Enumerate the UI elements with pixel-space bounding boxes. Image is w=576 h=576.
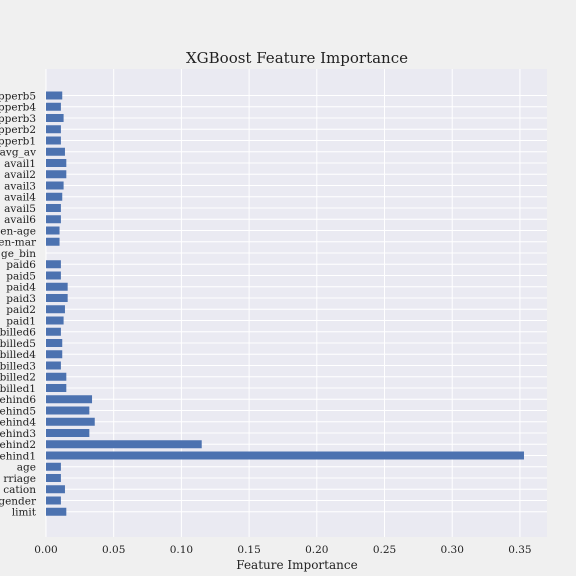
y-tick-label: rriage <box>3 473 36 485</box>
y-tick-label: ehind2 <box>0 439 36 451</box>
y-tick-labels: opperb5opperb4opperb3opperb2opperb1avg_a… <box>0 90 37 518</box>
y-tick-label: avail3 <box>4 180 36 192</box>
y-tick-label: avail1 <box>4 158 36 170</box>
bar-ehind4 <box>46 417 95 426</box>
y-tick-label: opperb2 <box>0 124 36 136</box>
chart-title: XGBoost Feature Importance <box>186 49 408 67</box>
bar-rriage <box>46 474 61 482</box>
y-tick-label: billed2 <box>0 372 36 384</box>
x-tick-label: 0.35 <box>508 544 531 556</box>
bar-paid6 <box>46 260 61 269</box>
bar-avail1 <box>46 159 67 167</box>
x-tick-label: 0.15 <box>237 544 260 556</box>
bar-avg_av <box>46 147 65 156</box>
bar-paid3 <box>46 294 68 302</box>
bar-opperb4 <box>46 102 61 111</box>
bar-ehind2 <box>46 440 202 449</box>
y-tick-label: paid1 <box>6 315 36 327</box>
y-tick-label: paid6 <box>6 259 36 271</box>
y-tick-label: ehind4 <box>0 417 36 429</box>
bar-cation <box>46 485 65 494</box>
y-tick-label: paid5 <box>6 270 36 282</box>
x-tick-label: 0.05 <box>102 544 125 556</box>
bar-billed2 <box>46 372 67 381</box>
y-tick-label: billed1 <box>0 383 36 395</box>
y-tick-label: age <box>17 462 36 474</box>
y-tick-label: avg_av <box>0 147 36 159</box>
bar-ehind3 <box>46 429 90 437</box>
y-tick-label: opperb3 <box>0 113 36 125</box>
y-tick-label: paid4 <box>6 282 36 294</box>
y-tick-label: avail4 <box>4 192 36 204</box>
bar-billed1 <box>46 384 67 392</box>
y-tick-label: gender <box>0 495 37 507</box>
bar-avail5 <box>46 204 61 212</box>
bar-avail6 <box>46 215 61 224</box>
bar-billed5 <box>46 339 63 347</box>
y-tick-label: ehind1 <box>0 450 36 462</box>
bar-en-mar <box>46 237 60 246</box>
bar-opperb1 <box>46 136 61 145</box>
bar-paid5 <box>46 271 61 280</box>
x-tick-label: 0.25 <box>373 544 396 556</box>
bar-ehind1 <box>46 451 524 460</box>
bar-gender <box>46 496 61 505</box>
y-tick-label: opperb1 <box>0 135 36 147</box>
bar-paid4 <box>46 282 68 291</box>
y-tick-label: paid3 <box>6 293 36 305</box>
y-tick-label: billed6 <box>0 327 36 339</box>
bar-ehind5 <box>46 406 90 415</box>
bar-paid1 <box>46 316 64 325</box>
x-tick-label: 0.20 <box>305 544 328 556</box>
y-tick-label: ehind5 <box>0 405 36 417</box>
x-tick-label: 0.10 <box>170 544 193 556</box>
gridlines <box>45 69 547 537</box>
bar-avail2 <box>46 170 67 179</box>
bar-billed6 <box>46 327 61 336</box>
x-tick-label: 0.00 <box>34 544 57 556</box>
y-tick-label: avail5 <box>4 203 36 215</box>
y-tick-label: en-age <box>0 225 36 237</box>
y-tick-label: cation <box>3 484 36 496</box>
y-tick-label: paid2 <box>6 304 36 316</box>
y-tick-label: en-mar <box>0 237 37 249</box>
bar-en-age <box>46 226 60 235</box>
bar-avail4 <box>46 192 63 201</box>
y-tick-label: billed3 <box>0 360 36 372</box>
y-tick-label: billed5 <box>0 338 36 350</box>
bar-opperb3 <box>46 114 64 122</box>
bar-opperb2 <box>46 125 61 134</box>
bar-opperb5 <box>46 91 63 100</box>
bars <box>46 91 524 516</box>
bar-limit <box>46 507 67 516</box>
y-tick-label: avail6 <box>4 214 36 226</box>
y-tick-label: opperb4 <box>0 102 36 114</box>
bar-billed4 <box>46 350 63 359</box>
bar-billed3 <box>46 361 61 370</box>
x-tick-label: 0.30 <box>441 544 464 556</box>
bar-paid2 <box>46 305 65 314</box>
y-tick-label: ehind3 <box>0 428 36 440</box>
bar-ehind6 <box>46 395 93 404</box>
y-tick-label: ehind6 <box>0 394 36 406</box>
y-tick-label: limit <box>12 507 37 519</box>
x-tick-labels: 0.00 0.05 0.10 0.15 0.20 0.25 0.30 0.35 <box>34 544 531 556</box>
bar-age <box>46 462 61 471</box>
y-tick-label: opperb5 <box>0 90 36 102</box>
bar-avail3 <box>46 181 64 190</box>
x-axis-label: Feature Importance <box>236 558 357 572</box>
y-tick-label: billed4 <box>0 349 36 361</box>
y-tick-label: avail2 <box>4 169 36 181</box>
y-tick-label: ge_bin <box>1 248 36 260</box>
